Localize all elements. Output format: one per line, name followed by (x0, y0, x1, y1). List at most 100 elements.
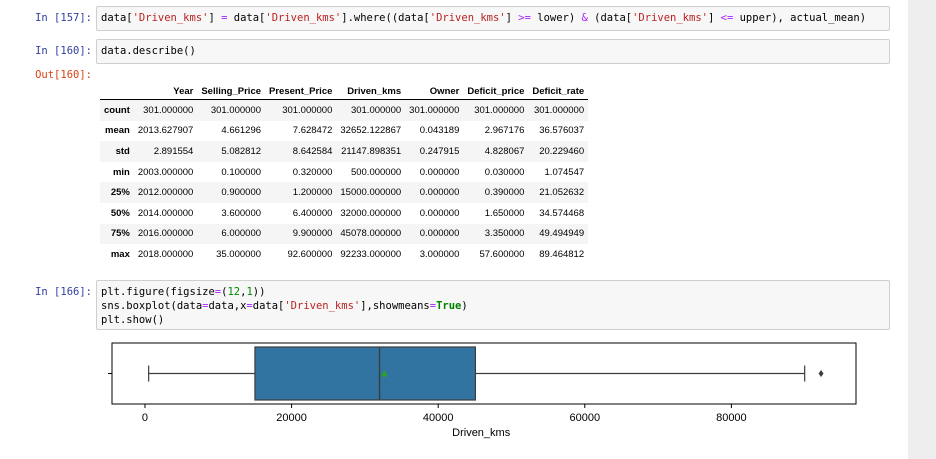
table-row: 25% 2012.000000 0.900000 1.200000 15000.0000… (100, 182, 589, 203)
table-cell: 2003.000000 (137, 166, 194, 178)
cell-prompt-157: In [157]: (35, 12, 92, 24)
table-cell: 0.320000 (292, 166, 333, 178)
table-cell: 89.464812 (539, 248, 585, 260)
column-header: Present_Price (265, 81, 337, 100)
table-cell: 20.229460 (539, 145, 585, 157)
table-cell: 2012.000000 (137, 187, 194, 199)
cell-prompt-166: In [166]: (35, 286, 92, 298)
table-cell: 0.247915 (419, 145, 460, 157)
x-tick-label: 40000 (423, 412, 454, 424)
table-cell: 0.000000 (419, 228, 460, 240)
table-cell: 15000.000000 (340, 187, 402, 199)
table-cell: 1.074547 (544, 166, 585, 178)
table-row: max 2018.000000 35.000000 92.600000 92233.00… (100, 244, 588, 265)
row-label: 75% (110, 228, 130, 240)
x-tick-label: 0 (142, 412, 148, 424)
table-cell: 45078.000000 (340, 228, 402, 240)
table-cell: 0.100000 (221, 166, 262, 178)
column-header: Deficit_price (463, 81, 529, 100)
code-cell-166[interactable]: plt.figure(figsize=(12,1)) sns.boxplot(da… (96, 280, 890, 330)
table-cell: 3.350000 (484, 228, 525, 240)
table-cell: 36.576037 (539, 125, 585, 137)
output-prompt-160: Out[160]: (35, 69, 92, 81)
table-cell: 3.600000 (221, 207, 262, 219)
code-line: plt.figure(figsize=(12,1)) (101, 286, 266, 298)
table-cell: 2.967176 (484, 125, 525, 137)
box-iqr (254, 346, 477, 401)
table-cell: 92233.000000 (340, 248, 402, 260)
table-row: std 2.891554 5.082812 8.642584 21147.898351 0… (100, 141, 589, 162)
scrollbar-gutter[interactable] (908, 0, 936, 459)
index-header (100, 81, 134, 100)
code-cell-160[interactable]: data.describe() (96, 39, 890, 64)
table-row: 50% 2014.000000 3.600000 6.400000 32000.0000… (100, 203, 588, 224)
column-header: Selling_Price (197, 81, 266, 100)
table-cell: 2018.000000 (137, 248, 194, 260)
row-label: mean (105, 125, 130, 137)
table-cell: 0.030000 (484, 166, 525, 178)
table-cell: 5.082812 (221, 145, 262, 157)
column-header: Deficit_rate (528, 81, 589, 100)
x-tick-label: 80000 (716, 412, 747, 424)
table-cell: 500.000000 (350, 166, 402, 178)
table-cell: 32652.122867 (340, 125, 402, 137)
table-cell: 301.000000 (143, 104, 194, 116)
table-cell: 2013.627907 (137, 125, 194, 137)
table-cell: 301.000000 (282, 104, 333, 116)
cell-prompt-160: In [160]: (35, 45, 92, 57)
table-cell: 32000.000000 (340, 207, 402, 219)
table-cell: 301.000000 (533, 104, 585, 116)
code-cell-157[interactable]: data['Driven_kms'] = data['Driven_kms'].… (96, 6, 890, 31)
x-axis-label: Driven_kms (452, 427, 511, 439)
table-cell: 4.661296 (221, 125, 262, 137)
table-row: mean 2013.627907 4.661296 7.628472 32652.122… (100, 121, 588, 142)
table-cell: 3.000000 (419, 248, 460, 260)
table-header-row: Year Selling_Price Present_Price Driven_kms… (100, 81, 589, 100)
table-cell: 0.900000 (221, 187, 262, 199)
row-label: 25% (110, 187, 130, 199)
x-tick-label: 60000 (569, 412, 600, 424)
table-cell: 0.000000 (419, 187, 460, 199)
table-cell: 301.000000 (474, 104, 525, 116)
code-line: sns.boxplot(data=data,x=data['Driven_kms… (101, 300, 468, 312)
table-cell: 1.650000 (484, 207, 525, 219)
table-cell: 301.000000 (409, 104, 460, 116)
column-header: Owner (405, 81, 464, 100)
mean-marker (380, 370, 388, 377)
table-cell: 92.600000 (287, 248, 333, 260)
describe-table: Year Selling_Price Present_Price Driven_kms… (100, 81, 589, 265)
table-cell: 21147.898351 (341, 145, 402, 157)
table-cell: 35.000000 (216, 248, 262, 260)
row-label: std (115, 145, 130, 157)
column-header: Year (133, 81, 198, 100)
table-cell: 2016.000000 (137, 228, 194, 240)
column-header: Driven_kms (336, 81, 406, 100)
table-cell: 1.200000 (292, 187, 333, 199)
code-line: plt.show() (101, 314, 165, 326)
x-tick-label: 20000 (276, 412, 307, 424)
table-cell: 6.000000 (221, 228, 262, 240)
row-label: min (112, 166, 130, 178)
row-label: max (110, 248, 130, 260)
table-cell: 301.000000 (350, 104, 402, 116)
boxplot-chart: 0 20000 40000 60000 80000 Driven_kms (108, 342, 857, 439)
code-line: data.describe() (101, 45, 196, 57)
table-cell: 0.000000 (419, 166, 460, 178)
table-cell: 0.000000 (419, 207, 460, 219)
table-cell: 57.600000 (479, 248, 525, 260)
table-cell: 34.574468 (539, 207, 585, 219)
table-row: min 2003.000000 0.100000 0.320000 500.000000… (100, 162, 588, 183)
table-cell: 0.390000 (484, 187, 525, 199)
table-cell: 9.900000 (292, 228, 333, 240)
table-cell: 21.052632 (539, 187, 585, 199)
code-line: data['Driven_kms'] = data['Driven_kms'].… (101, 12, 867, 24)
table-cell: 49.494949 (539, 228, 585, 240)
table-cell: 0.043189 (419, 125, 460, 137)
table-cell: 301.000000 (210, 104, 262, 116)
table-cell: 6.400000 (292, 207, 333, 219)
row-label: 50% (110, 207, 130, 219)
table-cell: 2014.000000 (137, 207, 194, 219)
row-label: count (104, 104, 130, 116)
table-row: 75% 2016.000000 6.000000 9.900000 45078.0000… (100, 223, 589, 245)
table-cell: 8.642584 (292, 145, 333, 157)
